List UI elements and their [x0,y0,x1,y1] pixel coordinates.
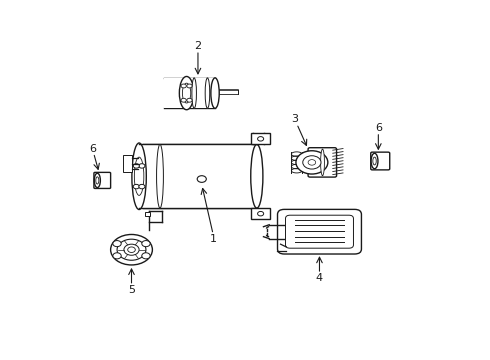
Ellipse shape [132,143,147,210]
Circle shape [308,159,316,165]
Circle shape [197,176,206,183]
Text: 6: 6 [89,144,96,154]
Circle shape [128,247,135,252]
Circle shape [133,164,139,168]
Bar [164,78,215,108]
Circle shape [296,151,328,174]
Ellipse shape [205,78,210,108]
Circle shape [181,84,186,88]
Circle shape [133,184,139,189]
Circle shape [142,240,150,247]
Ellipse shape [251,144,263,208]
Circle shape [181,98,186,102]
Bar [145,212,150,216]
Circle shape [139,184,145,189]
Circle shape [258,211,264,216]
FancyBboxPatch shape [139,144,257,208]
Bar [251,133,270,144]
Circle shape [124,244,139,255]
Circle shape [187,98,192,102]
Text: 3: 3 [291,114,298,125]
Text: 6: 6 [375,123,382,133]
Circle shape [113,253,121,259]
Circle shape [139,164,145,168]
Circle shape [303,156,321,169]
FancyBboxPatch shape [277,210,362,254]
FancyBboxPatch shape [308,148,337,177]
Text: 5: 5 [128,285,135,295]
Text: 1: 1 [210,234,217,244]
FancyBboxPatch shape [94,172,111,188]
Circle shape [111,234,152,265]
Bar [123,155,131,172]
Text: 4: 4 [316,273,323,283]
Circle shape [117,239,146,260]
Circle shape [187,84,192,88]
Circle shape [142,253,150,259]
Ellipse shape [157,144,163,208]
Ellipse shape [94,173,100,188]
Circle shape [258,136,264,141]
Text: 2: 2 [195,41,201,51]
Ellipse shape [373,157,376,165]
Ellipse shape [179,76,194,110]
Circle shape [113,240,121,247]
Ellipse shape [192,78,196,108]
FancyBboxPatch shape [371,152,390,170]
Ellipse shape [320,149,324,176]
Ellipse shape [371,153,378,169]
Ellipse shape [96,177,99,184]
FancyBboxPatch shape [286,215,353,248]
Ellipse shape [211,78,219,108]
Bar [251,208,270,219]
